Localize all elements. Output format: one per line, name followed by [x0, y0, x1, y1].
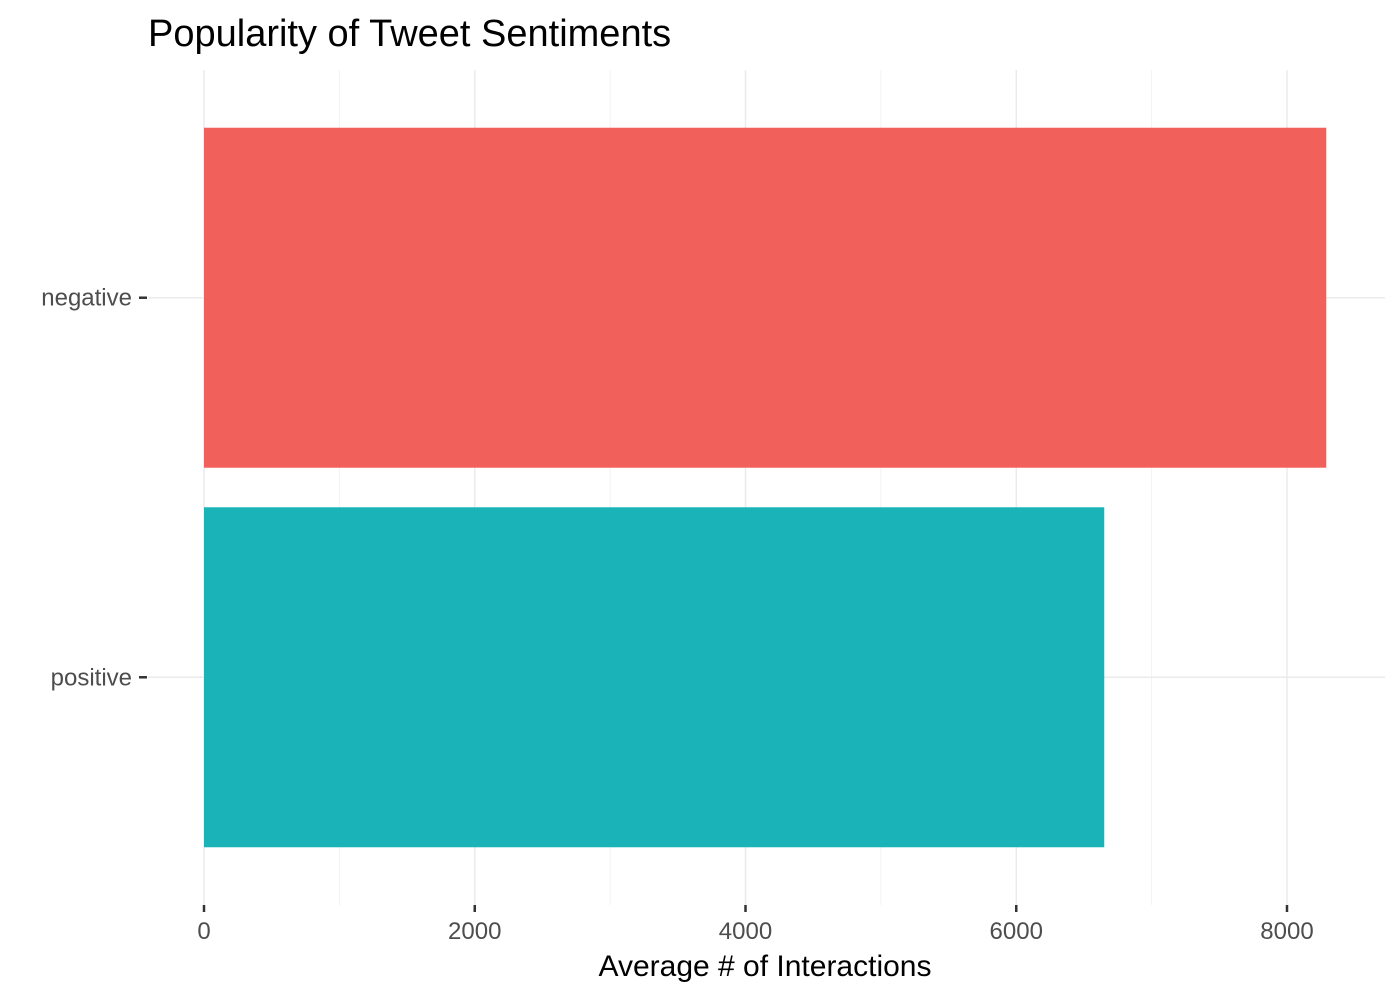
x-axis-title: Average # of Interactions: [599, 950, 932, 983]
x-tick-label: 8000: [1260, 918, 1313, 945]
chart-title: Popularity of Tweet Sentiments: [148, 13, 671, 55]
x-tick-label: 0: [197, 918, 210, 945]
x-axis: 0 2000 4000 6000 8000: [197, 905, 1314, 945]
bar-negative: [204, 127, 1327, 468]
x-tick-label: 6000: [990, 918, 1043, 945]
y-axis: negative positive: [41, 285, 147, 691]
bar-positive: [204, 507, 1105, 848]
bars: [204, 127, 1327, 848]
x-tick-label: 2000: [448, 918, 501, 945]
y-tick-label: positive: [51, 664, 132, 691]
x-tick-label: 4000: [719, 918, 772, 945]
y-tick-label: negative: [41, 285, 132, 312]
